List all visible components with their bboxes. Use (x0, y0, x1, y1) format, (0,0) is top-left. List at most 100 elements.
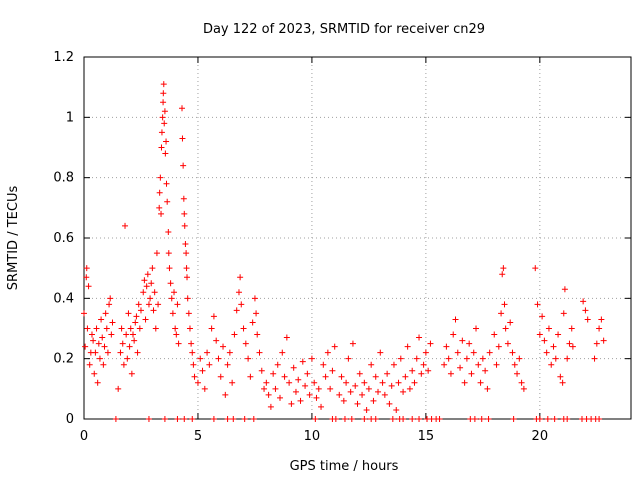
data-point (484, 385, 491, 392)
data-point (179, 135, 186, 142)
data-point (582, 307, 589, 314)
data-point (511, 361, 518, 368)
data-point (368, 361, 375, 368)
data-point (206, 361, 213, 368)
x-tick-label: 10 (304, 429, 321, 444)
data-point (263, 379, 270, 386)
data-point (281, 373, 288, 380)
data-point (331, 343, 338, 350)
data-point (471, 416, 478, 422)
data-point (145, 416, 152, 422)
data-point (600, 337, 607, 344)
data-point (199, 367, 206, 374)
data-point (299, 358, 306, 365)
data-point (470, 349, 477, 356)
data-point (226, 349, 233, 356)
data-point (482, 367, 489, 374)
data-point (159, 114, 166, 121)
data-point (157, 174, 164, 181)
data-point (222, 391, 229, 398)
data-point (450, 331, 457, 338)
data-point (100, 361, 107, 368)
data-point (126, 343, 133, 350)
data-point (352, 382, 359, 389)
data-point (123, 331, 130, 338)
data-point (322, 373, 329, 380)
data-point (491, 331, 498, 338)
data-point (475, 361, 482, 368)
data-point (447, 370, 454, 377)
data-point (238, 301, 245, 308)
data-point (495, 343, 502, 350)
data-point (485, 416, 492, 422)
data-point (272, 385, 279, 392)
data-point (545, 325, 552, 332)
data-point (254, 331, 261, 338)
data-point (194, 379, 201, 386)
data-point (95, 340, 102, 347)
data-point (341, 416, 348, 422)
data-point (164, 198, 171, 205)
y-tick-label: 1.2 (53, 50, 74, 65)
data-point (231, 331, 238, 338)
data-point (191, 373, 198, 380)
data-point (131, 337, 138, 344)
data-point (169, 310, 176, 317)
data-point (340, 397, 347, 404)
data-point (106, 301, 113, 308)
data-point (189, 416, 196, 422)
data-point (107, 295, 114, 302)
data-point (279, 349, 286, 356)
data-point (304, 370, 311, 377)
data-point (551, 416, 558, 422)
data-point (379, 379, 386, 386)
data-point (459, 337, 466, 344)
data-point (124, 355, 131, 362)
data-point (564, 355, 571, 362)
data-point (359, 391, 366, 398)
data-point (514, 370, 521, 377)
data-point (308, 355, 315, 362)
data-point (507, 319, 514, 326)
data-point (270, 370, 277, 377)
data-point (441, 361, 448, 368)
data-point (215, 355, 222, 362)
data-point (539, 313, 546, 320)
data-point (596, 325, 603, 332)
data-point (165, 250, 172, 257)
data-point (210, 313, 217, 320)
data-point (242, 340, 249, 347)
data-point (118, 325, 125, 332)
data-point (132, 319, 139, 326)
data-point (500, 265, 507, 272)
data-point (329, 367, 336, 374)
chart-title: Day 122 of 2023, SRMTID for receiver cn2… (203, 22, 485, 37)
data-point (158, 210, 165, 217)
data-point (402, 373, 409, 380)
data-point (103, 325, 110, 332)
data-points (81, 81, 607, 422)
data-point (283, 334, 290, 341)
data-point (127, 325, 134, 332)
data-point (372, 373, 379, 380)
data-point (109, 319, 116, 326)
data-point (536, 416, 543, 422)
data-point (167, 280, 174, 287)
data-point (509, 349, 516, 356)
data-point (240, 325, 247, 332)
data-point (596, 416, 603, 422)
data-point (186, 325, 193, 332)
data-point (265, 391, 272, 398)
data-point (174, 301, 181, 308)
data-point (593, 340, 600, 347)
data-point (108, 331, 115, 338)
data-point (564, 416, 571, 422)
data-point (161, 108, 168, 115)
data-point (122, 222, 129, 229)
data-point (101, 343, 108, 350)
y-tick-label: 0.2 (53, 352, 74, 367)
data-point (99, 334, 106, 341)
data-point (210, 416, 217, 422)
data-point (541, 337, 548, 344)
grid-layer (84, 57, 631, 419)
